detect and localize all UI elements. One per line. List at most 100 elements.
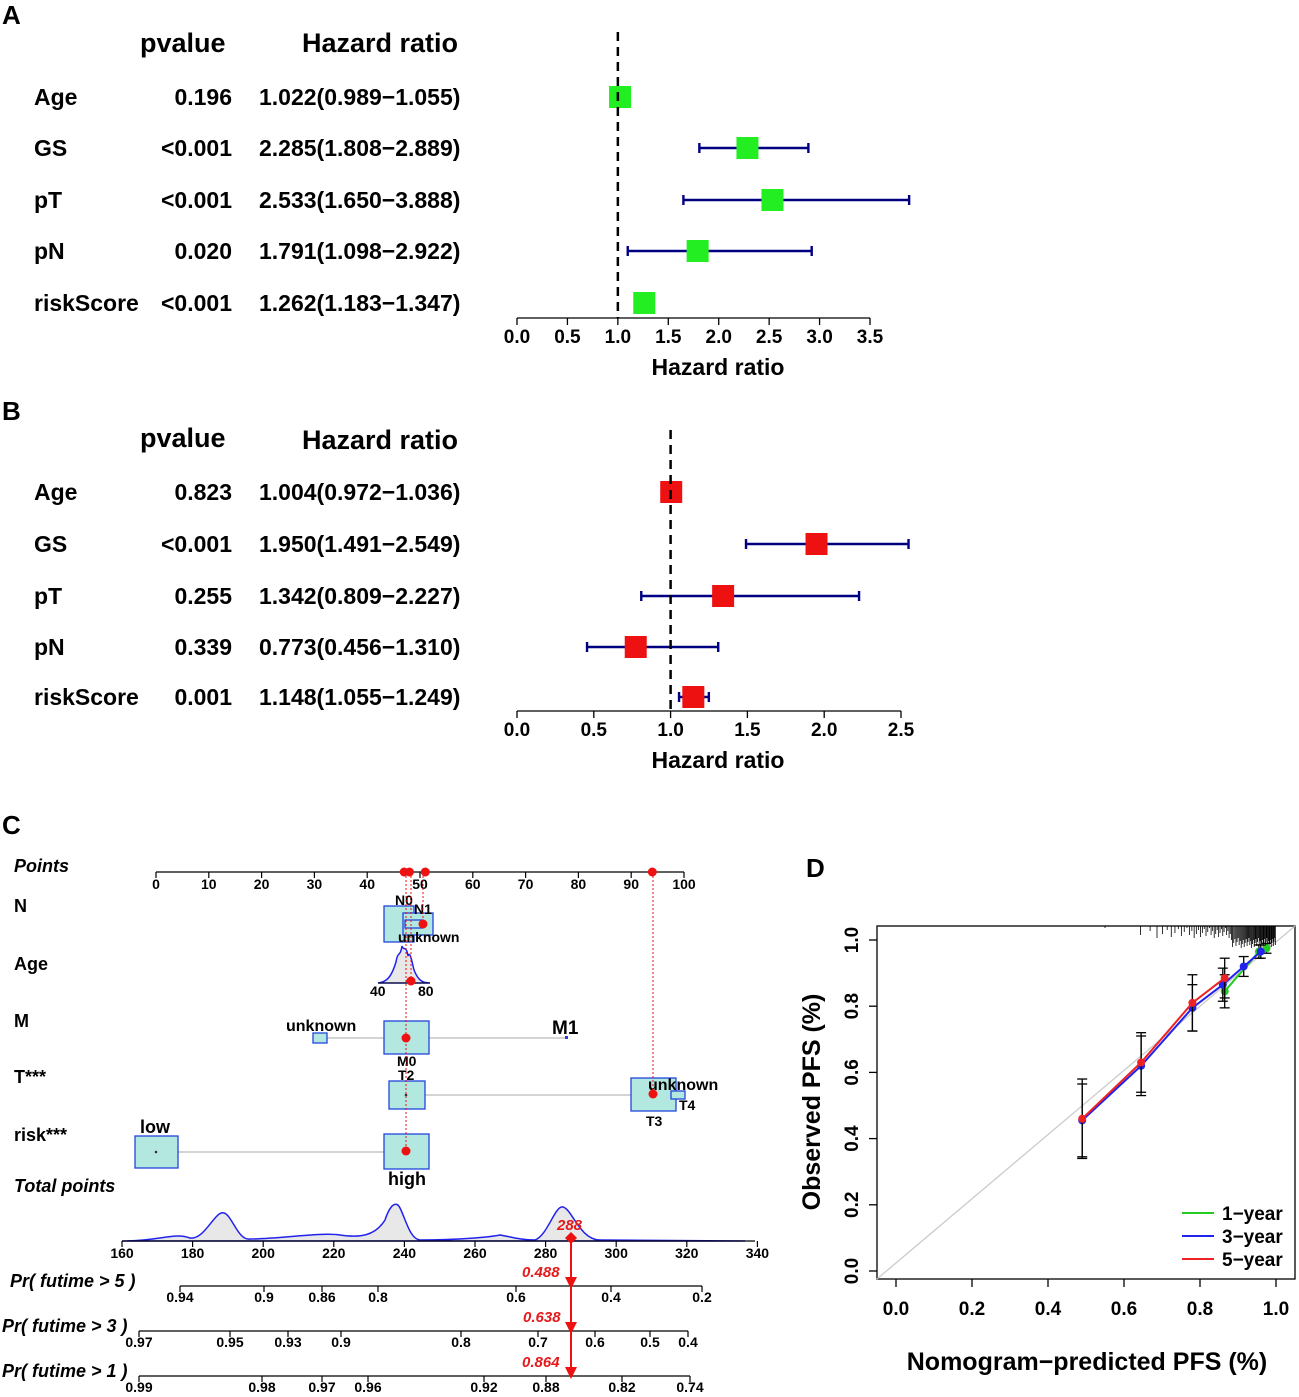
row-hr-text: 1.004(0.972−1.036)	[259, 479, 460, 505]
pr1-tick-label: 0.74	[676, 1379, 703, 1395]
pr1-tick-label: 0.99	[125, 1379, 152, 1395]
cat-t4: T4	[679, 1097, 696, 1113]
panel-c-nomogram: C Points 0 10 20 30 40 50 60 70 80 90 100 N N0 N1 …	[2, 810, 769, 1395]
points-tick-label: 100	[672, 876, 696, 892]
x-tick-label: 0.6	[1111, 1299, 1137, 1320]
x-tick-label: 0.0	[504, 720, 530, 741]
pr3-tick-label: 0.8	[451, 1334, 471, 1350]
hr-box	[761, 189, 784, 211]
x-tick-label: 0.8	[1187, 1299, 1213, 1320]
cat-t2: T2	[398, 1067, 415, 1083]
row-hr-text: 0.773(0.456−1.310)	[259, 634, 460, 660]
row-hr-text: 1.022(0.989−1.055)	[259, 84, 460, 110]
cat-t-unknown: unknown	[648, 1077, 718, 1094]
pr3-tick-label: 0.95	[216, 1334, 243, 1350]
row-name: pN	[34, 238, 65, 264]
pr3-marker	[565, 1322, 577, 1334]
row-pvalue: 0.823	[174, 479, 232, 505]
hr-box	[624, 636, 647, 658]
hr-box	[609, 86, 632, 108]
legend: 1−year 3−year 5−year	[1182, 1204, 1283, 1271]
total-points-marker	[565, 1232, 577, 1244]
x-tick-label: 0.2	[959, 1299, 985, 1320]
pr5-marker	[565, 1277, 577, 1289]
pvalue-header: pvalue	[140, 423, 226, 453]
points-tick-label: 10	[201, 876, 217, 892]
row-label-n: N	[14, 896, 27, 916]
t2-box	[388, 1080, 426, 1110]
pvalue-header: pvalue	[140, 28, 226, 58]
hr-box	[682, 686, 705, 708]
row-name: Age	[34, 84, 77, 110]
pr5-tick-label: 0.9	[254, 1289, 274, 1305]
x-tick-label: 0.0	[883, 1299, 909, 1320]
cat-t3: T3	[646, 1113, 663, 1129]
x-tick-label: 2.0	[706, 327, 732, 348]
hr-box	[686, 240, 709, 262]
x-tick-label: 2.5	[888, 720, 915, 741]
series-point	[1256, 947, 1265, 956]
points-tick-label: 50	[412, 876, 428, 892]
row-age: 40 80	[370, 945, 434, 999]
forest-plot: 0.0 0.5 1.0 1.5 2.0 2.5 3.0 3.5	[504, 32, 911, 348]
hr-header: Hazard ratio	[302, 28, 458, 58]
legend-3year: 3−year	[1222, 1227, 1283, 1248]
row-pvalue: 0.196	[174, 84, 232, 110]
total-tick-label: 320	[675, 1245, 699, 1261]
row-name: GS	[34, 135, 67, 161]
x-tick-label: 2.0	[811, 720, 837, 741]
plot-frame	[876, 925, 1296, 1280]
row-name: riskScore	[34, 290, 139, 316]
pr5-tick-label: 0.86	[308, 1289, 335, 1305]
panel-letter-a: A	[2, 0, 21, 30]
row-n: N0 N1 unknown	[383, 892, 459, 945]
row-pvalue: <0.001	[161, 290, 232, 316]
pr5-value: 0.488	[522, 1264, 560, 1281]
panel-letter-b: B	[2, 396, 21, 426]
points-selected-marker	[404, 867, 414, 877]
cat-m0: M0	[397, 1053, 417, 1069]
total-tick-label: 300	[605, 1245, 629, 1261]
pr3-tick-label: 0.9	[331, 1334, 351, 1350]
points-tick-label: 40	[359, 876, 375, 892]
row-pvalue: 0.339	[174, 634, 232, 660]
series-line	[1081, 977, 1226, 1120]
pr3-tick-label: 0.7	[528, 1334, 548, 1350]
x-tick-label: 3.0	[806, 327, 832, 348]
cat-m1: M1	[552, 1018, 579, 1039]
pr3-tick-label: 0.93	[274, 1334, 301, 1350]
panel-letter-d: D	[806, 853, 825, 883]
row-name: pT	[34, 583, 62, 609]
total-points-value: 288	[556, 1217, 583, 1234]
pr1-marker	[565, 1367, 577, 1379]
panel-letter-c: C	[2, 810, 21, 840]
y-tick-label: 1.0	[842, 927, 863, 953]
m1-box	[565, 1036, 568, 1039]
pr5-axis: 0.94 0.9 0.86 0.8 0.6 0.4 0.2	[166, 1285, 712, 1305]
row-label-m: M	[14, 1011, 29, 1031]
x-tick-label: 1.0	[605, 327, 631, 348]
total-tick-label: 340	[746, 1245, 770, 1261]
points-tick-label: 20	[254, 876, 270, 892]
row-pvalue: <0.001	[161, 531, 232, 557]
x-axis-label: Hazard ratio	[652, 747, 785, 773]
panel-b: B pvalue Hazard ratio Age 0.823 1.004(0.97…	[2, 396, 915, 773]
row-label-risk: risk***	[14, 1125, 67, 1145]
pr3-tick-label: 0.5	[640, 1334, 660, 1350]
points-tick-label: 30	[307, 876, 323, 892]
x-tick-label: 0.5	[554, 327, 581, 348]
row-t: T2 unknown T3 T4	[388, 1067, 718, 1129]
row-m: unknown M0 M1	[286, 1018, 579, 1069]
row-name: pT	[34, 187, 62, 213]
hr-box	[805, 533, 828, 555]
cat-n0: N0	[395, 892, 413, 908]
n-selected-point	[418, 919, 428, 929]
points-tick-label: 80	[571, 876, 587, 892]
pr3-tick-label: 0.4	[678, 1334, 698, 1350]
row-hr-text: 1.262(1.183−1.347)	[259, 290, 460, 316]
row-name: pN	[34, 634, 65, 660]
points-selected-marker	[420, 867, 430, 877]
pr5-label: Pr( futime > 5 )	[10, 1271, 136, 1291]
total-tick-label: 180	[181, 1245, 205, 1261]
cat-risk-low: low	[140, 1117, 171, 1137]
